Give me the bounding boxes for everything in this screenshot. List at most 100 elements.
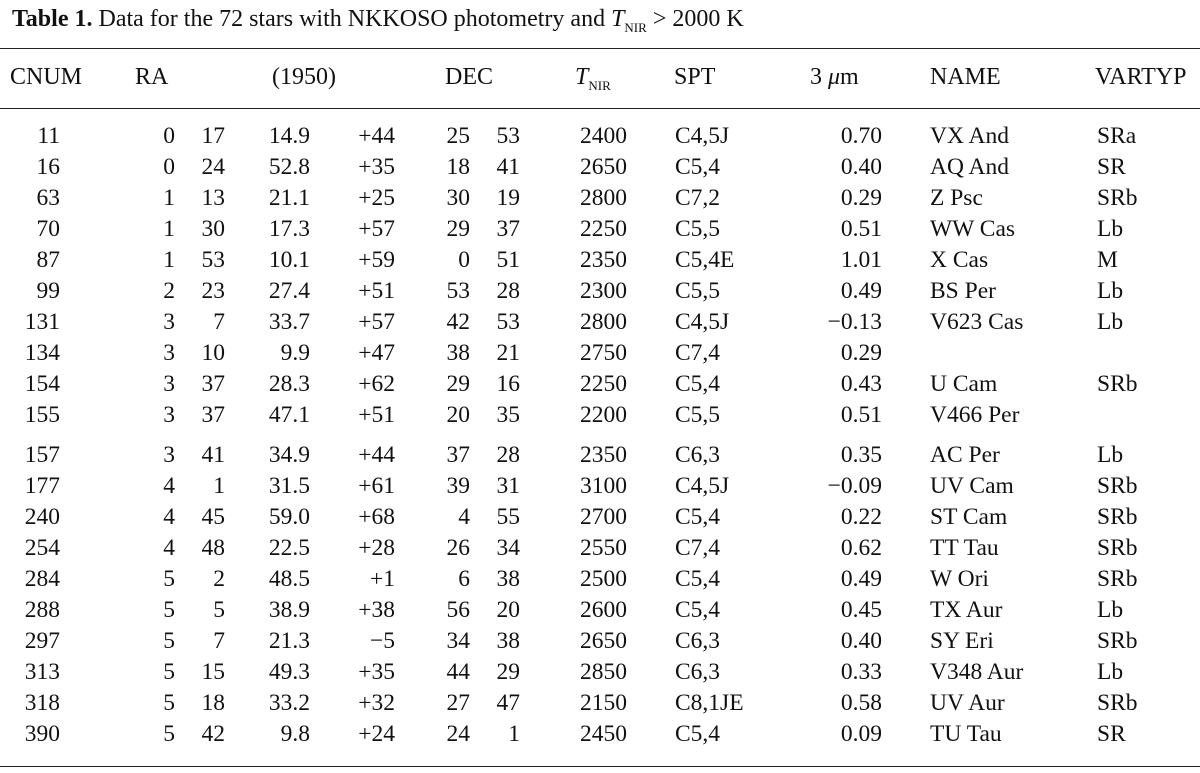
table-row: 99 2 23 27.4 +51 53 28 2300 C5,5 0.49 BS Per Lb xyxy=(0,276,1200,307)
cell-spt: C5,5 xyxy=(675,278,721,304)
cell-ra-hours: 0 xyxy=(163,154,175,180)
cell-name: SY Eri xyxy=(930,628,994,654)
cell-dec-minutes: 29 xyxy=(446,216,471,242)
table-row: 240 4 45 59.0 +68 4 55 2700 C5,4 0.22 ST Cam SRb xyxy=(0,502,1200,533)
header-dec: DEC xyxy=(445,64,493,90)
cell-cnum: 131 xyxy=(24,309,60,335)
cell-name: UV Cam xyxy=(930,473,1014,499)
cell-ra-minutes: 7 xyxy=(213,309,225,335)
cell-tnir: 2550 xyxy=(580,535,627,561)
cell-ra-hours: 1 xyxy=(163,185,175,211)
cell-spt: C5,4 xyxy=(675,566,721,592)
cell-ra-minutes: 1 xyxy=(213,473,225,499)
cell-cnum: 99 xyxy=(36,278,61,304)
cell-spt: C6,3 xyxy=(675,659,721,685)
cell-ra-minutes: 37 xyxy=(201,402,226,428)
cell-ra-minutes: 53 xyxy=(201,247,226,273)
cell-3um: 0.62 xyxy=(840,535,882,561)
caption-text-before: Data for the 72 stars with NKKOSO photom… xyxy=(98,6,612,32)
cell-cnum: 240 xyxy=(24,504,60,530)
cell-cnum: 313 xyxy=(24,659,60,685)
cell-ra-minutes: 24 xyxy=(201,154,226,180)
cell-cnum: 254 xyxy=(24,535,60,561)
cell-ra-hours: 5 xyxy=(163,659,175,685)
cell-ra-minutes: 17 xyxy=(201,123,226,149)
caption-text-after: > 2000 K xyxy=(646,6,744,32)
cell-dec-degrees: +24 xyxy=(358,721,395,747)
cell-name: AC Per xyxy=(930,442,1000,468)
cell-dec-degrees: +28 xyxy=(358,535,395,561)
cell-ra-seconds: 17.3 xyxy=(268,216,310,242)
cell-dec-degrees: +35 xyxy=(358,154,395,180)
header-3um-number: 3 xyxy=(810,64,828,90)
cell-spt: C6,3 xyxy=(675,442,721,468)
cell-vartyp: SRb xyxy=(1097,690,1138,716)
cell-spt: C7,4 xyxy=(675,535,721,561)
header-tnir-symbol: T xyxy=(575,64,589,90)
cell-dec-seconds: 55 xyxy=(496,504,521,530)
cell-dec-minutes: 30 xyxy=(446,185,471,211)
cell-dec-minutes: 38 xyxy=(446,340,471,366)
cell-dec-minutes: 53 xyxy=(446,278,471,304)
cell-name: TU Tau xyxy=(930,721,1002,747)
header-3um-unit: m xyxy=(840,64,859,90)
cell-spt: C4,5J xyxy=(675,123,730,149)
cell-tnir: 2250 xyxy=(580,371,627,397)
cell-ra-seconds: 38.9 xyxy=(268,597,310,623)
cell-ra-hours: 4 xyxy=(163,535,175,561)
cell-name: WW Cas xyxy=(930,216,1016,242)
cell-dec-seconds: 19 xyxy=(496,185,521,211)
cell-spt: C5,5 xyxy=(675,402,721,428)
cell-vartyp: Lb xyxy=(1097,309,1124,335)
cell-dec-seconds: 21 xyxy=(496,340,521,366)
cell-dec-degrees: +59 xyxy=(358,247,395,273)
cell-3um: 0.33 xyxy=(840,659,882,685)
header-epoch: (1950) xyxy=(272,64,336,90)
cell-vartyp: Lb xyxy=(1097,659,1124,685)
cell-ra-hours: 0 xyxy=(163,123,175,149)
table-row: 63 1 13 21.1 +25 30 19 2800 C7,2 0.29 Z Psc SRb xyxy=(0,183,1200,214)
cell-dec-degrees: +57 xyxy=(358,309,395,335)
cell-ra-hours: 3 xyxy=(163,402,175,428)
cell-tnir: 2600 xyxy=(580,597,627,623)
cell-ra-seconds: 22.5 xyxy=(268,535,310,561)
cell-spt: C5,4 xyxy=(675,154,721,180)
table-label: Table 1. xyxy=(12,6,93,32)
cell-3um: 0.35 xyxy=(840,442,882,468)
header-spt: SPT xyxy=(674,64,716,90)
cell-ra-seconds: 9.8 xyxy=(280,721,310,747)
cell-dec-degrees: +61 xyxy=(358,473,395,499)
cell-vartyp: SRb xyxy=(1097,371,1138,397)
cell-tnir: 2150 xyxy=(580,690,627,716)
cell-ra-minutes: 48 xyxy=(201,535,226,561)
caption-t-subscript: NIR xyxy=(624,19,647,35)
cell-tnir: 2450 xyxy=(580,721,627,747)
cell-ra-seconds: 34.9 xyxy=(268,442,310,468)
cell-spt: C7,2 xyxy=(675,185,721,211)
cell-ra-minutes: 42 xyxy=(201,721,226,747)
cell-cnum: 154 xyxy=(24,371,60,397)
cell-3um: 0.51 xyxy=(840,216,882,242)
cell-spt: C6,3 xyxy=(675,628,721,654)
cell-ra-minutes: 41 xyxy=(201,442,226,468)
cell-cnum: 288 xyxy=(24,597,60,623)
cell-dec-minutes: 42 xyxy=(446,309,471,335)
cell-ra-minutes: 10 xyxy=(201,340,226,366)
header-tnir-subscript: NIR xyxy=(588,77,611,93)
cell-3um: −0.13 xyxy=(827,309,882,335)
cell-dec-minutes: 34 xyxy=(446,628,471,654)
cell-spt: C5,4E xyxy=(675,247,735,273)
cell-name: X Cas xyxy=(930,247,989,273)
cell-ra-seconds: 21.1 xyxy=(268,185,310,211)
header-name: NAME xyxy=(930,64,1001,90)
cell-spt: C5,4 xyxy=(675,721,721,747)
table-row: 284 5 2 48.5 +1 6 38 2500 C5,4 0.49 W Ori SRb xyxy=(0,564,1200,595)
cell-3um: 0.58 xyxy=(840,690,882,716)
table-row: 390 5 42 9.8 +24 24 1 2450 C5,4 0.09 TU Tau SR xyxy=(0,719,1200,750)
cell-ra-seconds: 49.3 xyxy=(268,659,310,685)
table-row: 131 3 7 33.7 +57 42 53 2800 C4,5J −0.13 V623 Cas Lb xyxy=(0,307,1200,338)
cell-vartyp: Lb xyxy=(1097,216,1124,242)
cell-name: W Ori xyxy=(930,566,989,592)
cell-dec-minutes: 27 xyxy=(446,690,471,716)
cell-tnir: 2750 xyxy=(580,340,627,366)
